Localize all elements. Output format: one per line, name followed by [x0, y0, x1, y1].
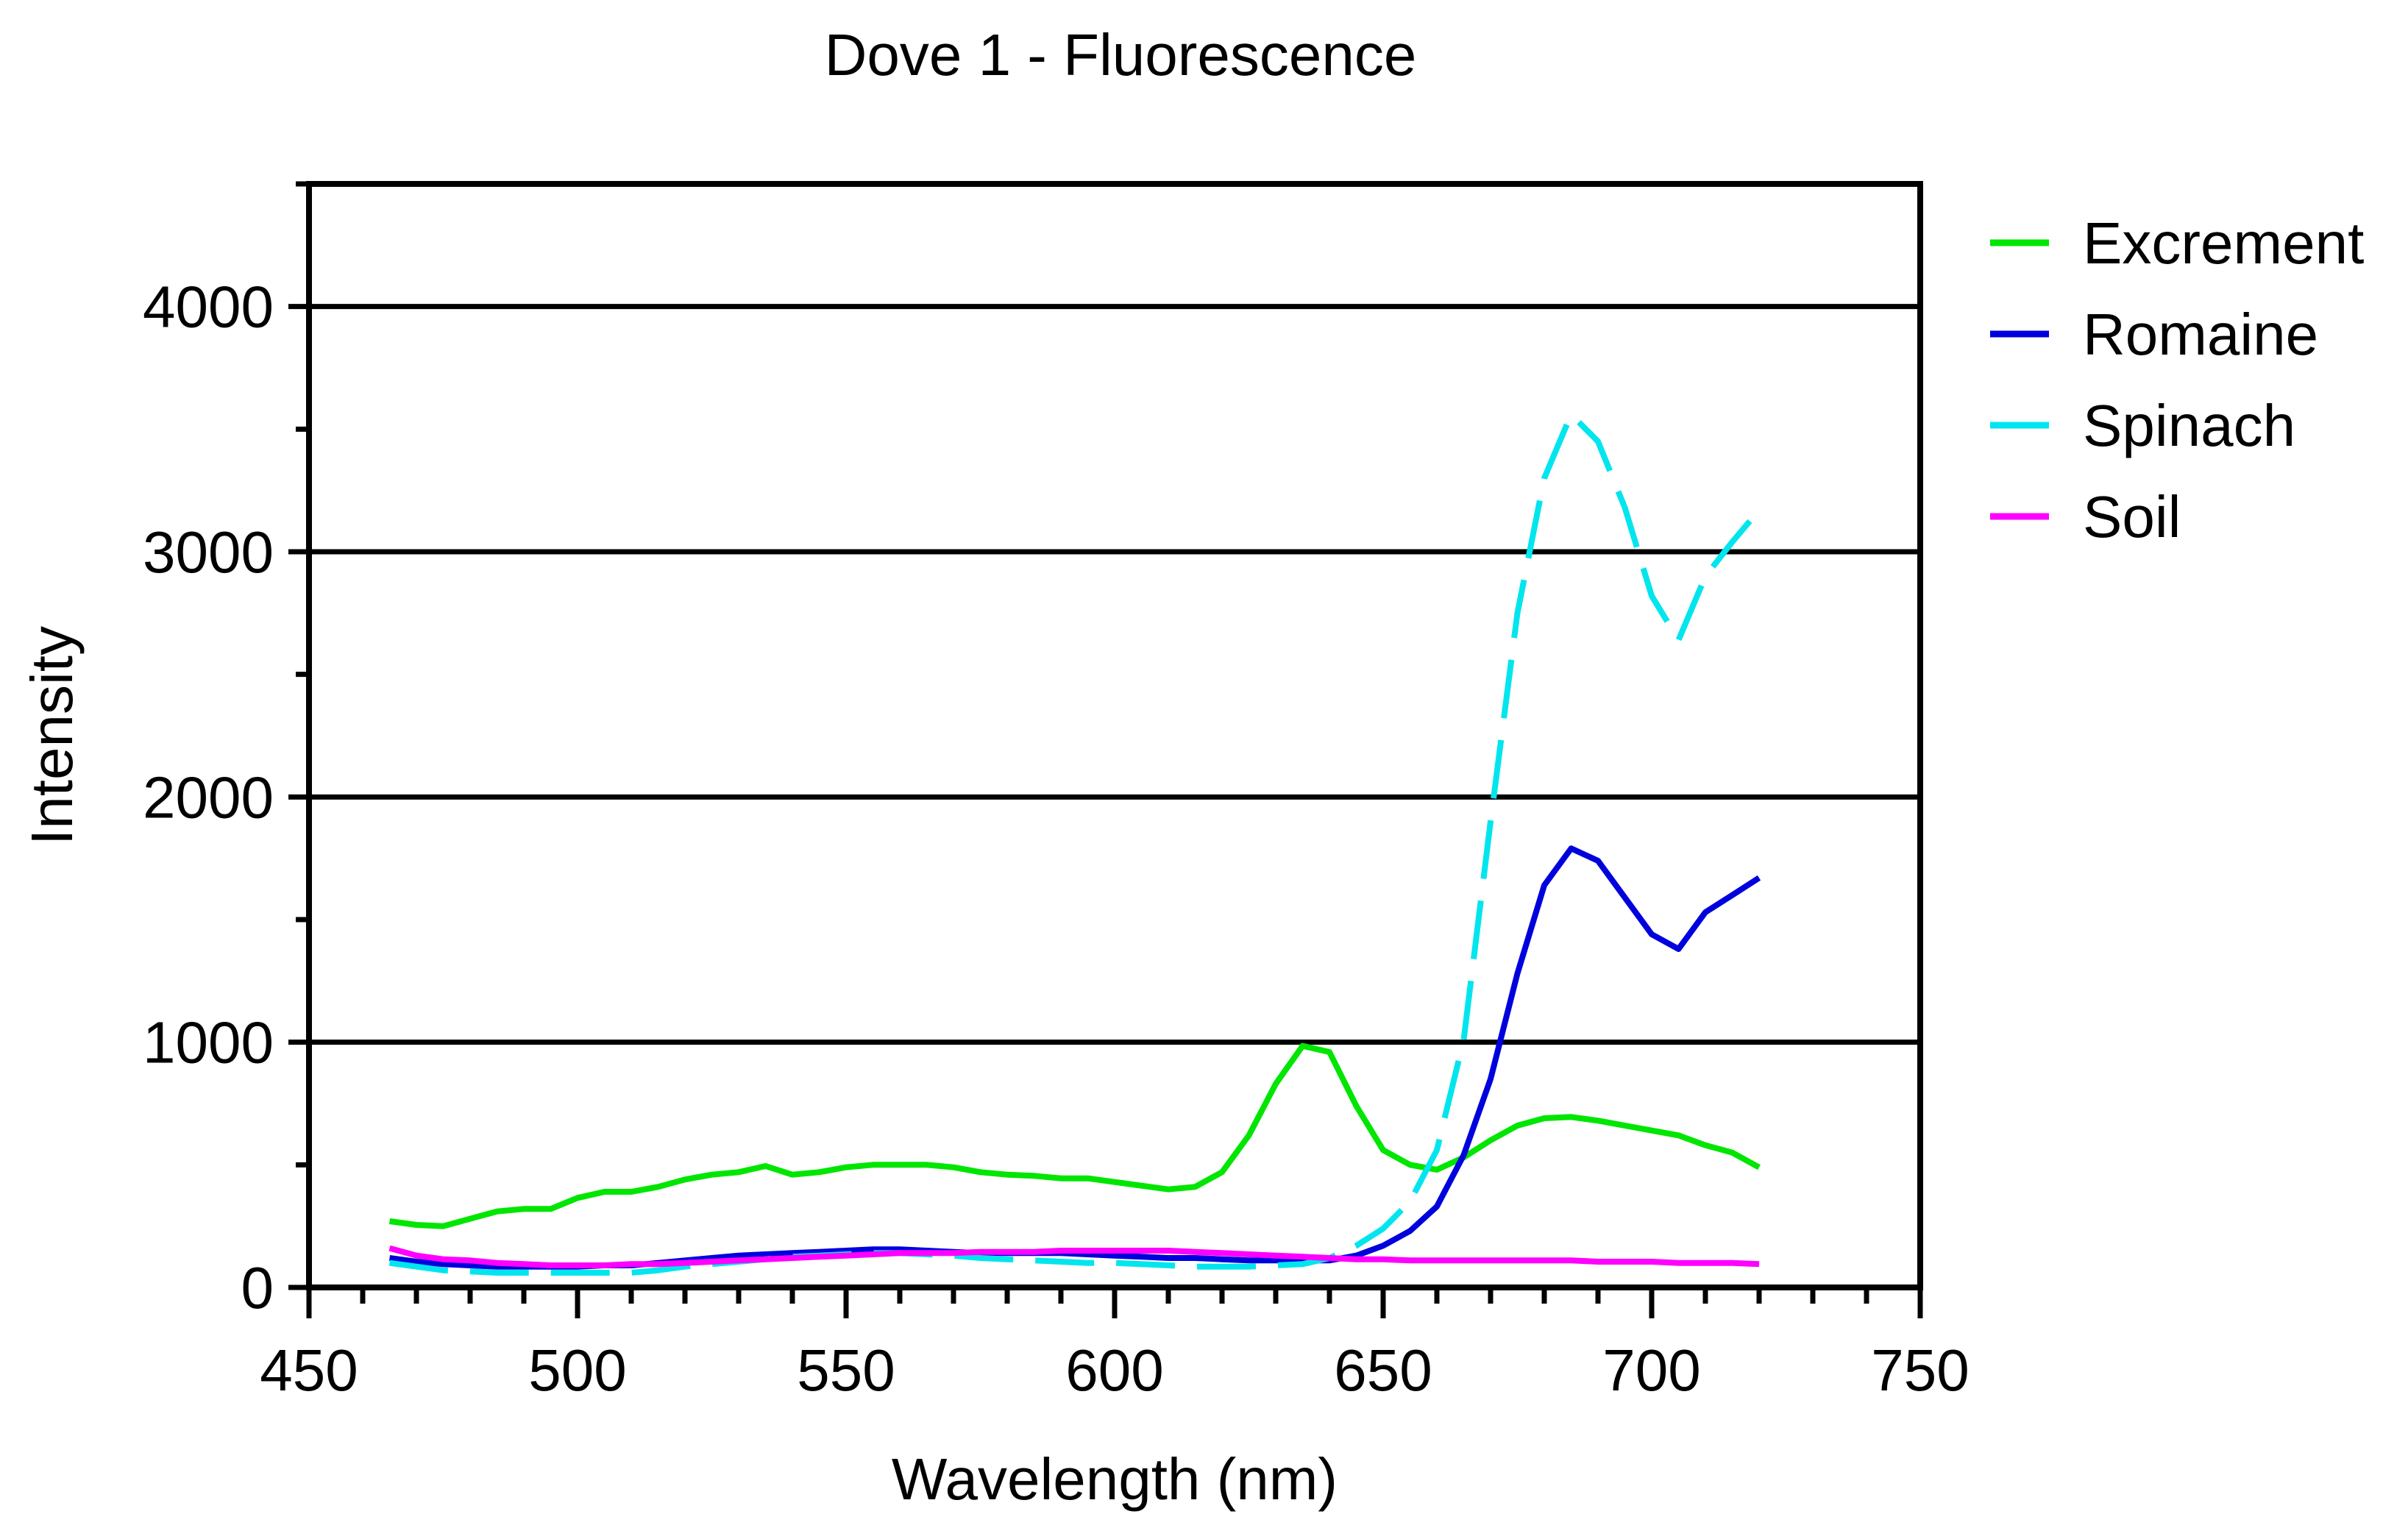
x-tick-label: 550	[797, 1337, 895, 1403]
series-line-excrement	[388, 1042, 1761, 1229]
y-axis-label: Intensity	[19, 626, 85, 845]
series-line-spinach	[388, 411, 1762, 1276]
x-tick-label: 600	[1065, 1337, 1163, 1403]
x-tick-label: 500	[528, 1337, 626, 1403]
legend-item-romaine: Romaine	[1990, 302, 2318, 367]
legend: Excrement Romaine Spinach Soil	[1990, 210, 2364, 550]
x-tick-label: 750	[1871, 1337, 1969, 1403]
ticks: 0 1000 2000 3000 4000 450 500 550 600 650 700 750	[143, 181, 1970, 1403]
legend-item-spinach: Spinach	[1990, 393, 2295, 458]
legend-label: Spinach	[2083, 393, 2295, 458]
y-tick-label: 3000	[143, 519, 274, 585]
chart-title: Dove 1 - Fluorescence	[825, 22, 1417, 88]
y-tick-label: 2000	[143, 764, 274, 830]
legend-item-excrement: Excrement	[1990, 210, 2364, 276]
x-tick-label: 650	[1334, 1337, 1432, 1403]
y-tick-label: 4000	[143, 274, 274, 340]
legend-label: Excrement	[2083, 210, 2364, 276]
gridlines	[309, 304, 1920, 1045]
y-tick-label: 1000	[143, 1010, 274, 1076]
legend-label: Soil	[2083, 484, 2181, 550]
series-lines	[388, 411, 1762, 1276]
y-tick-label: 0	[241, 1255, 274, 1321]
x-tick-label: 450	[260, 1337, 358, 1403]
x-tick-label: 700	[1602, 1337, 1700, 1403]
legend-label: Romaine	[2083, 302, 2318, 367]
legend-item-soil: Soil	[1990, 484, 2181, 550]
series-line-soil	[388, 1245, 1760, 1268]
x-axis-label: Wavelength (nm)	[892, 1446, 1338, 1512]
